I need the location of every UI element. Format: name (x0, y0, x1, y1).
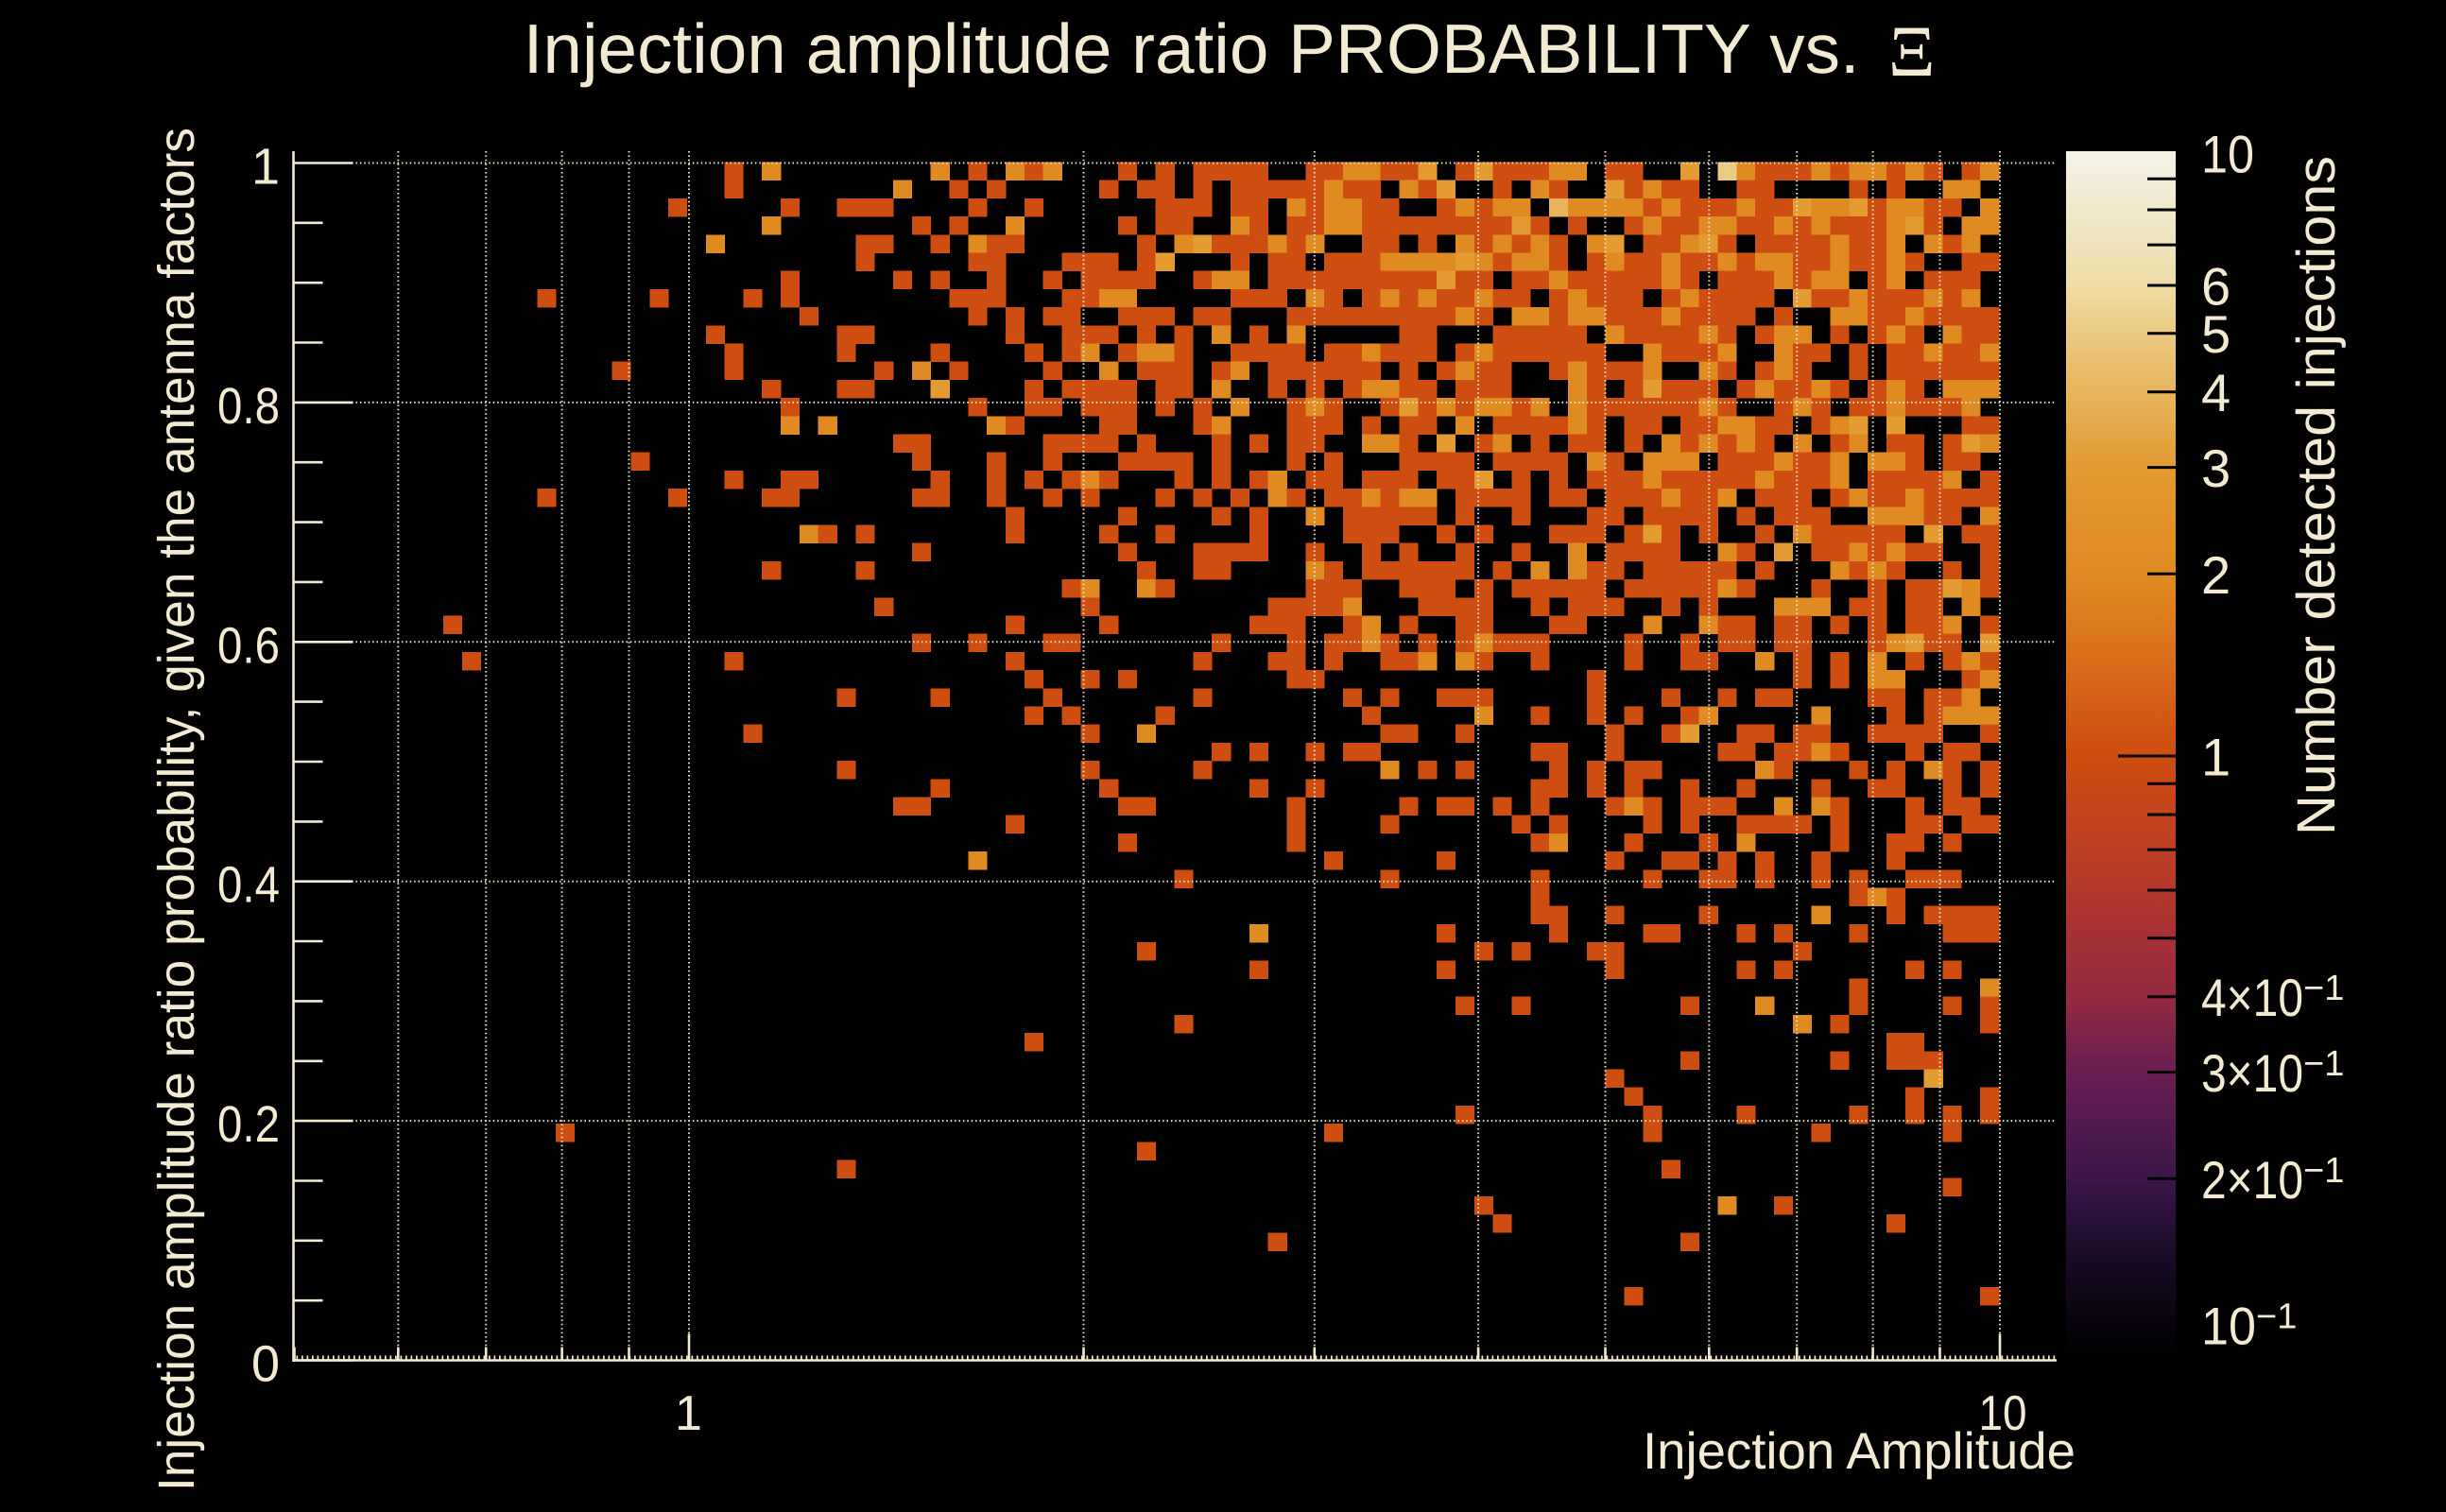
svg-text:0.8: 0.8 (217, 378, 280, 435)
svg-text:Injection Amplitude: Injection Amplitude (1643, 1422, 2076, 1480)
svg-text:6: 6 (2201, 257, 2231, 317)
svg-text:0.2: 0.2 (217, 1096, 280, 1153)
svg-text:5: 5 (2201, 304, 2231, 364)
svg-text:0: 0 (251, 1336, 280, 1393)
svg-text:10: 10 (1979, 1386, 2027, 1441)
svg-text:10−1: 10−1 (2201, 1297, 2297, 1356)
svg-text:Ξ: Ξ (1888, 10, 1936, 92)
svg-text:Injection amplitude ratio PROB: Injection amplitude ratio PROBABILITY vs… (524, 9, 1860, 88)
svg-text:0.4: 0.4 (217, 857, 280, 914)
svg-text:4×10−1: 4×10−1 (2201, 968, 2344, 1027)
svg-text:1: 1 (2201, 728, 2231, 787)
svg-text:2×10−1: 2×10−1 (2201, 1150, 2344, 1210)
svg-text:4: 4 (2201, 363, 2231, 422)
svg-text:2: 2 (2201, 545, 2231, 605)
svg-text:1: 1 (675, 1386, 702, 1441)
svg-text:Number detected injections: Number detected injections (2286, 156, 2347, 835)
svg-text:10: 10 (2201, 125, 2254, 184)
svg-text:3×10−1: 3×10−1 (2201, 1043, 2344, 1103)
svg-text:3: 3 (2201, 438, 2231, 498)
svg-text:Injection amplitude ratio prob: Injection amplitude ratio probability, g… (148, 128, 205, 1491)
svg-text:0.6: 0.6 (217, 617, 280, 674)
svg-text:1: 1 (251, 139, 280, 196)
